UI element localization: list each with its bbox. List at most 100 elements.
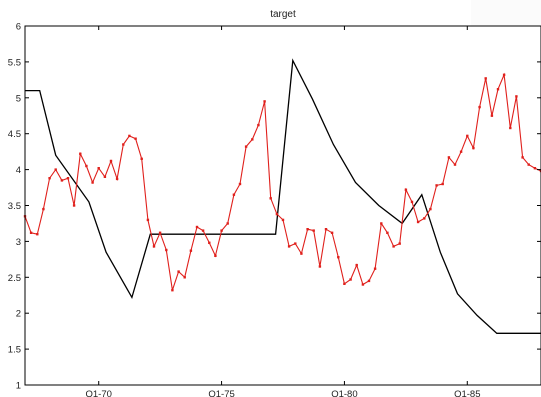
plot-area <box>25 26 541 385</box>
data-point <box>294 242 297 245</box>
data-point <box>214 254 217 257</box>
data-point <box>441 182 444 186</box>
data-point <box>263 100 266 103</box>
data-point <box>435 184 438 187</box>
y-tick-label: 4.5 <box>8 129 21 140</box>
data-point <box>36 233 39 236</box>
data-point <box>337 256 340 259</box>
y-tick-label: 2.5 <box>8 273 21 284</box>
data-point <box>244 145 248 148</box>
data-point <box>300 252 303 255</box>
data-point <box>281 218 285 222</box>
data-point <box>453 163 457 166</box>
data-point <box>392 245 395 248</box>
data-point <box>490 114 494 117</box>
data-point <box>85 164 88 168</box>
y-tick-label: 3 <box>16 237 21 248</box>
data-point <box>48 177 51 180</box>
data-point <box>29 231 33 234</box>
data-point <box>201 229 205 232</box>
series-line-1 <box>25 58 541 334</box>
data-point <box>539 169 541 173</box>
data-point <box>146 218 150 222</box>
data-point <box>343 282 346 285</box>
data-point <box>152 245 156 248</box>
data-point <box>134 137 137 140</box>
data-point <box>115 177 119 181</box>
data-point <box>410 200 414 204</box>
y-tick-label: 2 <box>16 309 21 320</box>
data-point <box>416 220 420 224</box>
data-point <box>251 138 254 141</box>
data-point <box>367 279 371 283</box>
x-tick-label: Q1-70 <box>86 389 112 397</box>
data-point <box>257 123 260 127</box>
data-point <box>103 175 107 178</box>
data-point <box>496 88 500 91</box>
data-point <box>287 245 291 248</box>
y-tick-label: 6 <box>16 22 21 33</box>
y-tick-label: 1.5 <box>8 345 21 356</box>
chart-title: target <box>270 9 296 20</box>
data-point <box>459 150 463 153</box>
data-point <box>324 228 328 231</box>
data-point <box>177 270 180 273</box>
data-point <box>521 156 524 159</box>
data-point <box>502 73 506 76</box>
data-point <box>306 228 309 231</box>
data-point <box>72 204 76 207</box>
data-point <box>355 263 358 267</box>
data-point <box>97 167 100 170</box>
data-point <box>404 188 408 191</box>
y-tick-label: 5.5 <box>8 57 21 68</box>
data-point <box>238 182 242 186</box>
data-point <box>318 265 322 268</box>
data-point <box>478 105 481 109</box>
data-point <box>380 222 383 225</box>
data-point <box>208 241 211 244</box>
data-point <box>220 229 223 232</box>
data-point <box>226 222 229 225</box>
data-point <box>429 207 432 211</box>
y-tick-label: 1 <box>16 381 21 392</box>
watermark-patch <box>471 0 541 30</box>
x-tick-label: Q1-80 <box>331 389 357 397</box>
y-tick-label: 3.5 <box>8 201 21 212</box>
data-point <box>515 95 518 98</box>
data-point <box>232 193 236 196</box>
data-point <box>79 152 82 155</box>
data-point <box>66 177 70 180</box>
data-point <box>122 143 125 146</box>
data-point <box>158 231 162 234</box>
data-point <box>140 157 143 160</box>
data-point <box>312 229 315 232</box>
data-point <box>60 179 64 182</box>
data-point <box>386 231 389 234</box>
data-point <box>54 168 57 171</box>
data-point <box>527 163 530 166</box>
data-point <box>361 283 365 286</box>
data-point <box>109 159 113 163</box>
data-point <box>183 276 186 279</box>
data-point <box>91 181 94 184</box>
data-point <box>128 134 131 138</box>
data-point <box>165 248 168 252</box>
data-point <box>398 242 401 245</box>
data-point <box>533 167 537 170</box>
data-point <box>447 156 451 159</box>
data-point <box>484 77 487 80</box>
data-point <box>423 217 426 220</box>
data-point <box>330 231 334 234</box>
x-tick-label: Q1-85 <box>454 389 480 397</box>
data-point <box>275 212 279 216</box>
data-point <box>349 278 352 281</box>
data-point <box>373 267 377 270</box>
y-tick-label: 4 <box>16 165 21 176</box>
data-point <box>189 249 193 252</box>
data-point <box>472 146 475 150</box>
data-point <box>509 126 512 130</box>
x-tick-label: Q1-75 <box>208 389 234 397</box>
data-point <box>42 207 45 211</box>
data-point <box>466 134 469 138</box>
